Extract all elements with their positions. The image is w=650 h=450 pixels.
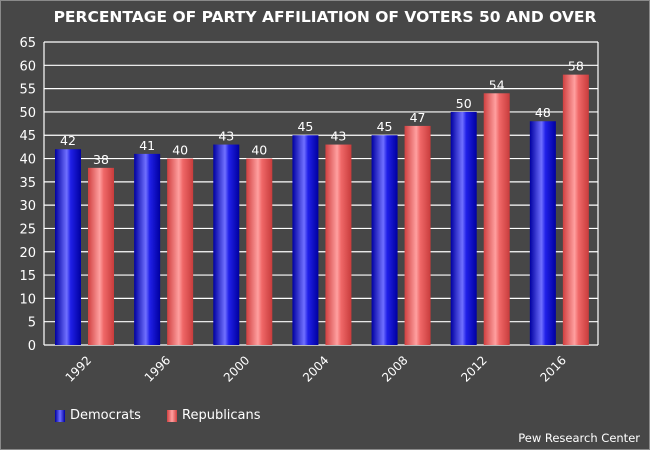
y-tick-label: 15	[19, 269, 36, 284]
data-label: 50	[456, 96, 472, 111]
bar-republicans-2004	[325, 144, 352, 345]
y-tick-label: 35	[19, 176, 36, 191]
bar-democrats-1992	[55, 149, 81, 345]
y-tick-label: 60	[19, 59, 36, 74]
y-tick-label: 20	[19, 246, 36, 261]
bar-democrats-2000	[213, 144, 240, 345]
legend-swatch-democrats	[55, 409, 65, 422]
x-tick-label: 1996	[142, 353, 173, 384]
legend-democrats: Democrats	[55, 408, 141, 423]
x-tick-label: 1992	[63, 353, 94, 384]
y-tick-label: 0	[28, 339, 36, 354]
chart-title: PERCENTAGE OF PARTY AFFILIATION OF VOTER…	[53, 8, 597, 26]
y-tick-label: 45	[19, 129, 36, 144]
legend-label-democrats: Democrats	[70, 408, 141, 423]
y-tick-label: 25	[19, 222, 36, 237]
data-label: 45	[297, 119, 313, 134]
bar-republicans-1992	[88, 167, 114, 345]
legend-label-republicans: Republicans	[182, 408, 261, 423]
data-label: 54	[489, 77, 505, 92]
y-tick-label: 55	[19, 83, 36, 98]
bar-democrats-2016	[529, 121, 556, 345]
source-label: Pew Research Center	[518, 431, 640, 445]
x-tick-label: 2012	[458, 353, 489, 384]
bar-democrats-2012	[450, 111, 477, 345]
data-label: 40	[172, 143, 188, 158]
y-tick-label: 30	[19, 199, 36, 214]
y-tick-label: 50	[19, 106, 36, 121]
y-tick-label: 40	[19, 153, 36, 168]
x-tick-label: 2008	[379, 353, 410, 384]
data-label: 47	[410, 110, 426, 125]
y-tick-label: 5	[28, 316, 36, 331]
data-label: 42	[60, 133, 76, 148]
bar-democrats-2004	[292, 135, 319, 345]
x-tick-label: 2000	[221, 353, 252, 384]
bar-republicans-2000	[246, 158, 273, 345]
bar-republicans-1996	[167, 158, 194, 345]
bar-republicans-2016	[562, 74, 589, 345]
y-tick-label: 65	[19, 36, 36, 51]
y-tick-label: 10	[19, 292, 36, 307]
data-label: 58	[568, 59, 584, 74]
legend-republicans: Republicans	[167, 408, 261, 423]
bar-republicans-2008	[404, 125, 431, 346]
data-label: 45	[377, 119, 393, 134]
data-label: 41	[139, 138, 155, 153]
data-label: 48	[535, 105, 551, 120]
bar-republicans-2012	[483, 93, 510, 346]
bar-democrats-1996	[134, 153, 161, 345]
data-label: 43	[218, 129, 234, 144]
x-tick-label: 2004	[300, 353, 331, 384]
data-label: 40	[251, 143, 267, 158]
data-label: 43	[330, 129, 346, 144]
data-label: 38	[93, 152, 109, 167]
bar-democrats-2008	[371, 135, 398, 345]
legend-swatch-republicans	[167, 409, 177, 422]
x-tick-label: 2016	[537, 353, 568, 384]
